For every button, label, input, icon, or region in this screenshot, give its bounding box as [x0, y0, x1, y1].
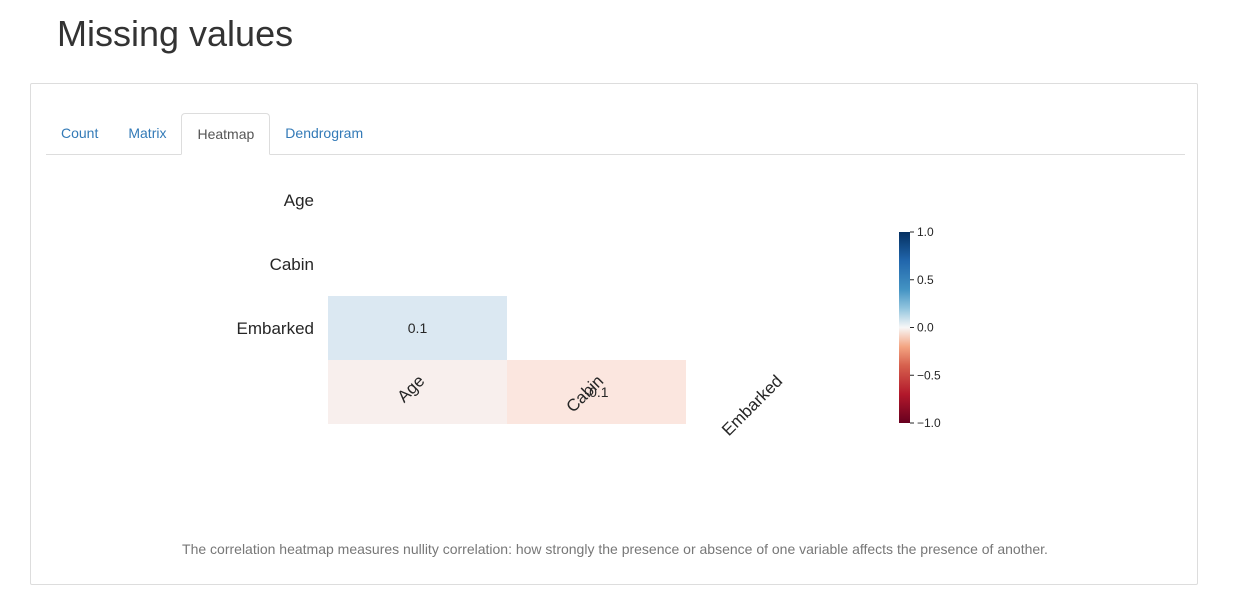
- y-tick-label-cabin: Cabin: [270, 255, 314, 274]
- missing-values-panel: Count Matrix Heatmap Dendrogram 0.1 -0.1 A…: [30, 83, 1198, 585]
- heatmap-cell-embarked-age: [328, 360, 507, 424]
- tab-matrix[interactable]: Matrix: [128, 125, 167, 141]
- tab-heatmap[interactable]: Heatmap: [181, 113, 271, 155]
- tab-bar: Count Matrix Heatmap Dendrogram: [46, 112, 1185, 155]
- tab-dendrogram[interactable]: Dendrogram: [285, 125, 364, 141]
- heatmap-caption: The correlation heatmap measures nullity…: [182, 541, 1048, 557]
- colorbar-tick-label: 0.0: [917, 321, 934, 335]
- heatmap-cell-embarked-cabin: [507, 360, 686, 424]
- colorbar-tick-label: 1.0: [917, 225, 934, 239]
- heatmap-cell-cabin-age: [328, 296, 507, 360]
- colorbar-tick-label: 0.5: [917, 273, 934, 287]
- y-tick-label-embarked: Embarked: [237, 319, 314, 338]
- page-title: Missing values: [57, 13, 294, 54]
- colorbar-tick-label: −1.0: [917, 416, 941, 430]
- x-tick-label-embarked: Embarked: [718, 371, 786, 439]
- tab-count[interactable]: Count: [61, 125, 99, 141]
- heatmap-cell-label-embarked-cabin: -0.1: [584, 384, 608, 400]
- heatmap-cell-label-cabin-age: 0.1: [408, 320, 428, 336]
- colorbar: [899, 232, 910, 423]
- colorbar-tick-label: −0.5: [917, 368, 941, 382]
- y-tick-label-age: Age: [284, 191, 314, 210]
